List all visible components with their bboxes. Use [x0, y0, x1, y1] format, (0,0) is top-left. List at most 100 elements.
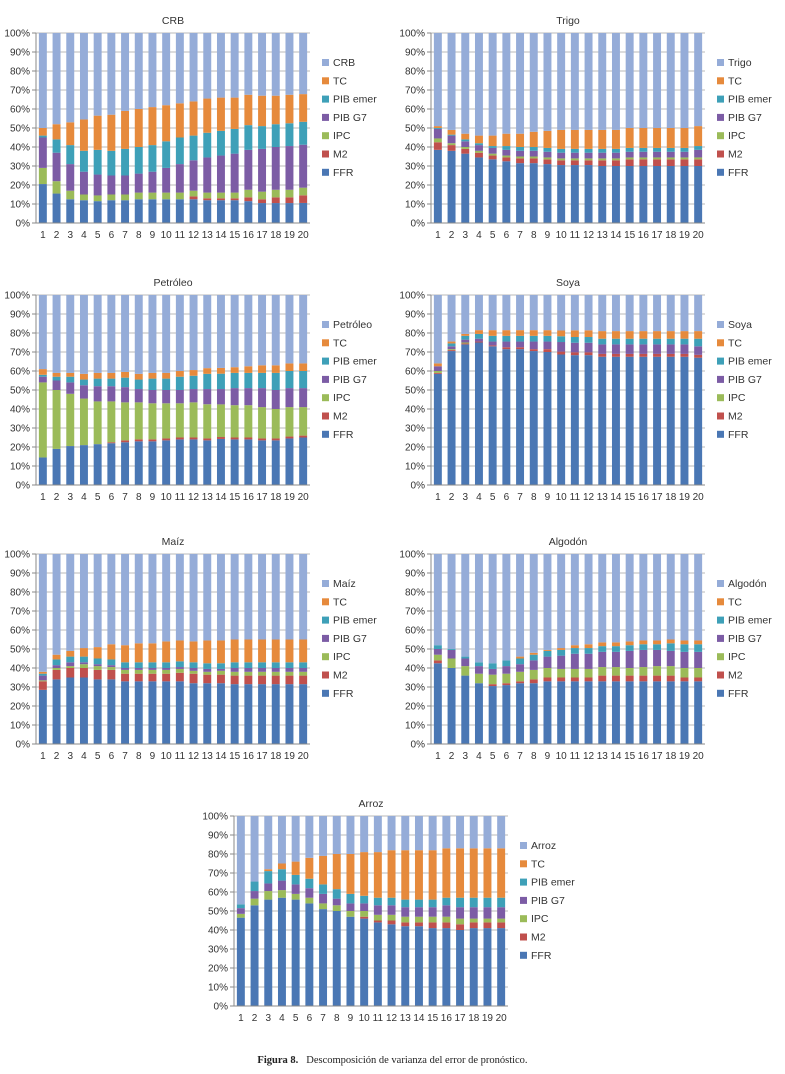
- bar-stack-5: [93, 295, 102, 485]
- bar-segment-ipc-6: [107, 667, 116, 670]
- bar-segment-pib-g7-6: [502, 149, 511, 156]
- bar-stack-7: [121, 33, 130, 223]
- x-tick-label: 15: [229, 230, 241, 241]
- bar-stack-7: [319, 816, 328, 1006]
- bar-segment-ffr-12: [584, 681, 593, 744]
- x-tick-label: 9: [150, 751, 156, 762]
- bar-segment-soya-19: [680, 295, 689, 332]
- legend-label: PIB G7: [333, 633, 367, 645]
- bar-segment-trigo-11: [570, 33, 579, 130]
- x-tick-label: 8: [334, 1013, 340, 1024]
- x-tick-label: 12: [583, 492, 595, 503]
- bar-segment-tc-9: [543, 130, 552, 148]
- x-tick-label: 9: [348, 1013, 354, 1024]
- bar-segment-pib-emer-17: [653, 147, 662, 152]
- bar-segment-ipc-11: [175, 668, 184, 673]
- bar-segment-tc-17: [653, 128, 662, 148]
- bar-segment-ipc-5: [93, 401, 102, 445]
- legend-item-ipc: IPC: [322, 392, 351, 404]
- bar-stack-8: [134, 33, 143, 223]
- bar-segment-trigo-18: [666, 33, 675, 128]
- bar-stack-12: [189, 554, 198, 744]
- bar-segment-soya-17: [653, 295, 662, 332]
- bar-segment-tc-8: [529, 330, 538, 336]
- bar-stack-6: [107, 554, 116, 744]
- bar-segment-tc-1: [38, 671, 47, 674]
- bar-stack-4: [474, 295, 483, 485]
- legend-label: Petróleo: [333, 319, 372, 331]
- bar-segment-pib-g7-8: [332, 898, 341, 906]
- bar-segment-arroz-16: [442, 816, 451, 849]
- legend-label: M2: [728, 670, 743, 682]
- bar-segment-arroz-10: [360, 816, 369, 853]
- legend-item-ffr: FFR: [717, 688, 749, 700]
- legend-label: IPC: [531, 913, 549, 925]
- legend-swatch: [322, 339, 329, 347]
- bar-segment-ffr-16: [244, 439, 253, 485]
- bar-segment-ipc-19: [483, 918, 492, 923]
- bar-segment-ipc-11: [175, 403, 184, 438]
- bar-segment-maiz-11: [175, 554, 184, 641]
- legend-item-ipc: IPC: [520, 913, 549, 925]
- bar-segment-algodon-13: [598, 554, 607, 643]
- bar-segment-tc-8: [529, 652, 538, 655]
- bar-segment-pib-emer-12: [189, 135, 198, 161]
- bar-segment-pib-g7-12: [584, 152, 593, 159]
- bar-segment-pib-emer-10: [162, 662, 171, 668]
- bar-segment-pib-g7-13: [203, 389, 212, 405]
- bar-segment-ipc-19: [680, 668, 689, 678]
- bar-stack-3: [461, 554, 470, 744]
- legend-item-tc: TC: [717, 596, 742, 608]
- legend-label: PIB G7: [333, 112, 367, 124]
- bar-segment-pib-g7-17: [258, 388, 267, 408]
- legend-swatch: [322, 671, 329, 679]
- bar-segment-crb-17: [258, 33, 267, 96]
- bar-segment-tc-2: [52, 654, 61, 660]
- chart-panel-arroz: Arroz 0% 10% 20% 30% 40% 50% 60% 70% 80% 90% 100% 1 2…: [198, 785, 588, 1040]
- chart-svg-algodon: Algodón 0% 10% 20% 30% 40% 50% 60% 70% 80% 90% 100%…: [399, 536, 772, 762]
- chart-panel-soya: Soya 0% 10% 20% 30% 40% 50% 60% 70% 80% 90% 100% 1 2 3…: [395, 264, 785, 519]
- bar-segment-pib-emer-14: [216, 130, 225, 156]
- bar-stack-19: [285, 295, 294, 485]
- bar-segment-tc-16: [244, 94, 253, 126]
- bar-segment-pib-g7-3: [461, 339, 470, 343]
- y-tick-label: 60%: [10, 367, 30, 378]
- bar-segment-soya-15: [625, 295, 634, 332]
- bar-stack-16: [442, 816, 451, 1006]
- bar-stack-19: [680, 33, 689, 223]
- bar-segment-tc-7: [121, 110, 130, 149]
- bar-segment-pib-emer-19: [285, 371, 294, 389]
- bar-segment-ipc-7: [121, 194, 130, 201]
- bar-stack-13: [598, 295, 607, 485]
- bar-segment-ipc-15: [230, 671, 239, 676]
- bar-segment-ipc-6: [502, 673, 511, 684]
- bar-stack-4: [79, 295, 88, 485]
- bar-segment-ffr-18: [271, 440, 280, 485]
- bar-segment-tc-4: [474, 135, 483, 144]
- bar-segment-ipc-11: [570, 668, 579, 678]
- bar-segment-pib-g7-14: [414, 907, 423, 917]
- y-tick-label: 90%: [10, 310, 30, 321]
- bar-segment-trigo-10: [557, 33, 566, 130]
- bar-segment-pib-g7-5: [93, 386, 102, 402]
- x-tick-label: 5: [490, 751, 496, 762]
- bar-segment-ipc-10: [162, 192, 171, 200]
- bar-segment-soya-8: [529, 295, 538, 331]
- x-tick-label: 1: [40, 492, 46, 503]
- x-tick-label: 2: [449, 751, 455, 762]
- x-tick-label: 4: [476, 492, 482, 503]
- bar-segment-maiz-18: [271, 554, 280, 640]
- bar-segment-ipc-16: [244, 671, 253, 676]
- bar-segment-tc-5: [93, 647, 102, 659]
- bar-stack-18: [469, 816, 478, 1006]
- bar-segment-pib-g7-19: [285, 146, 294, 190]
- bar-segment-tc-9: [543, 649, 552, 651]
- chart-panel-crb: CRB 0% 10% 20% 30% 40% 50% 60% 70% 80% 90% 100% 1 2 3 4…: [0, 2, 390, 257]
- bar-segment-pib-emer-11: [175, 661, 184, 668]
- x-tick-label: 12: [386, 1013, 398, 1024]
- bar-segment-pib-emer-7: [516, 147, 525, 151]
- bar-segment-ipc-13: [203, 404, 212, 439]
- bar-segment-tc-1: [38, 128, 47, 136]
- bar-segment-pib-g7-6: [502, 341, 511, 348]
